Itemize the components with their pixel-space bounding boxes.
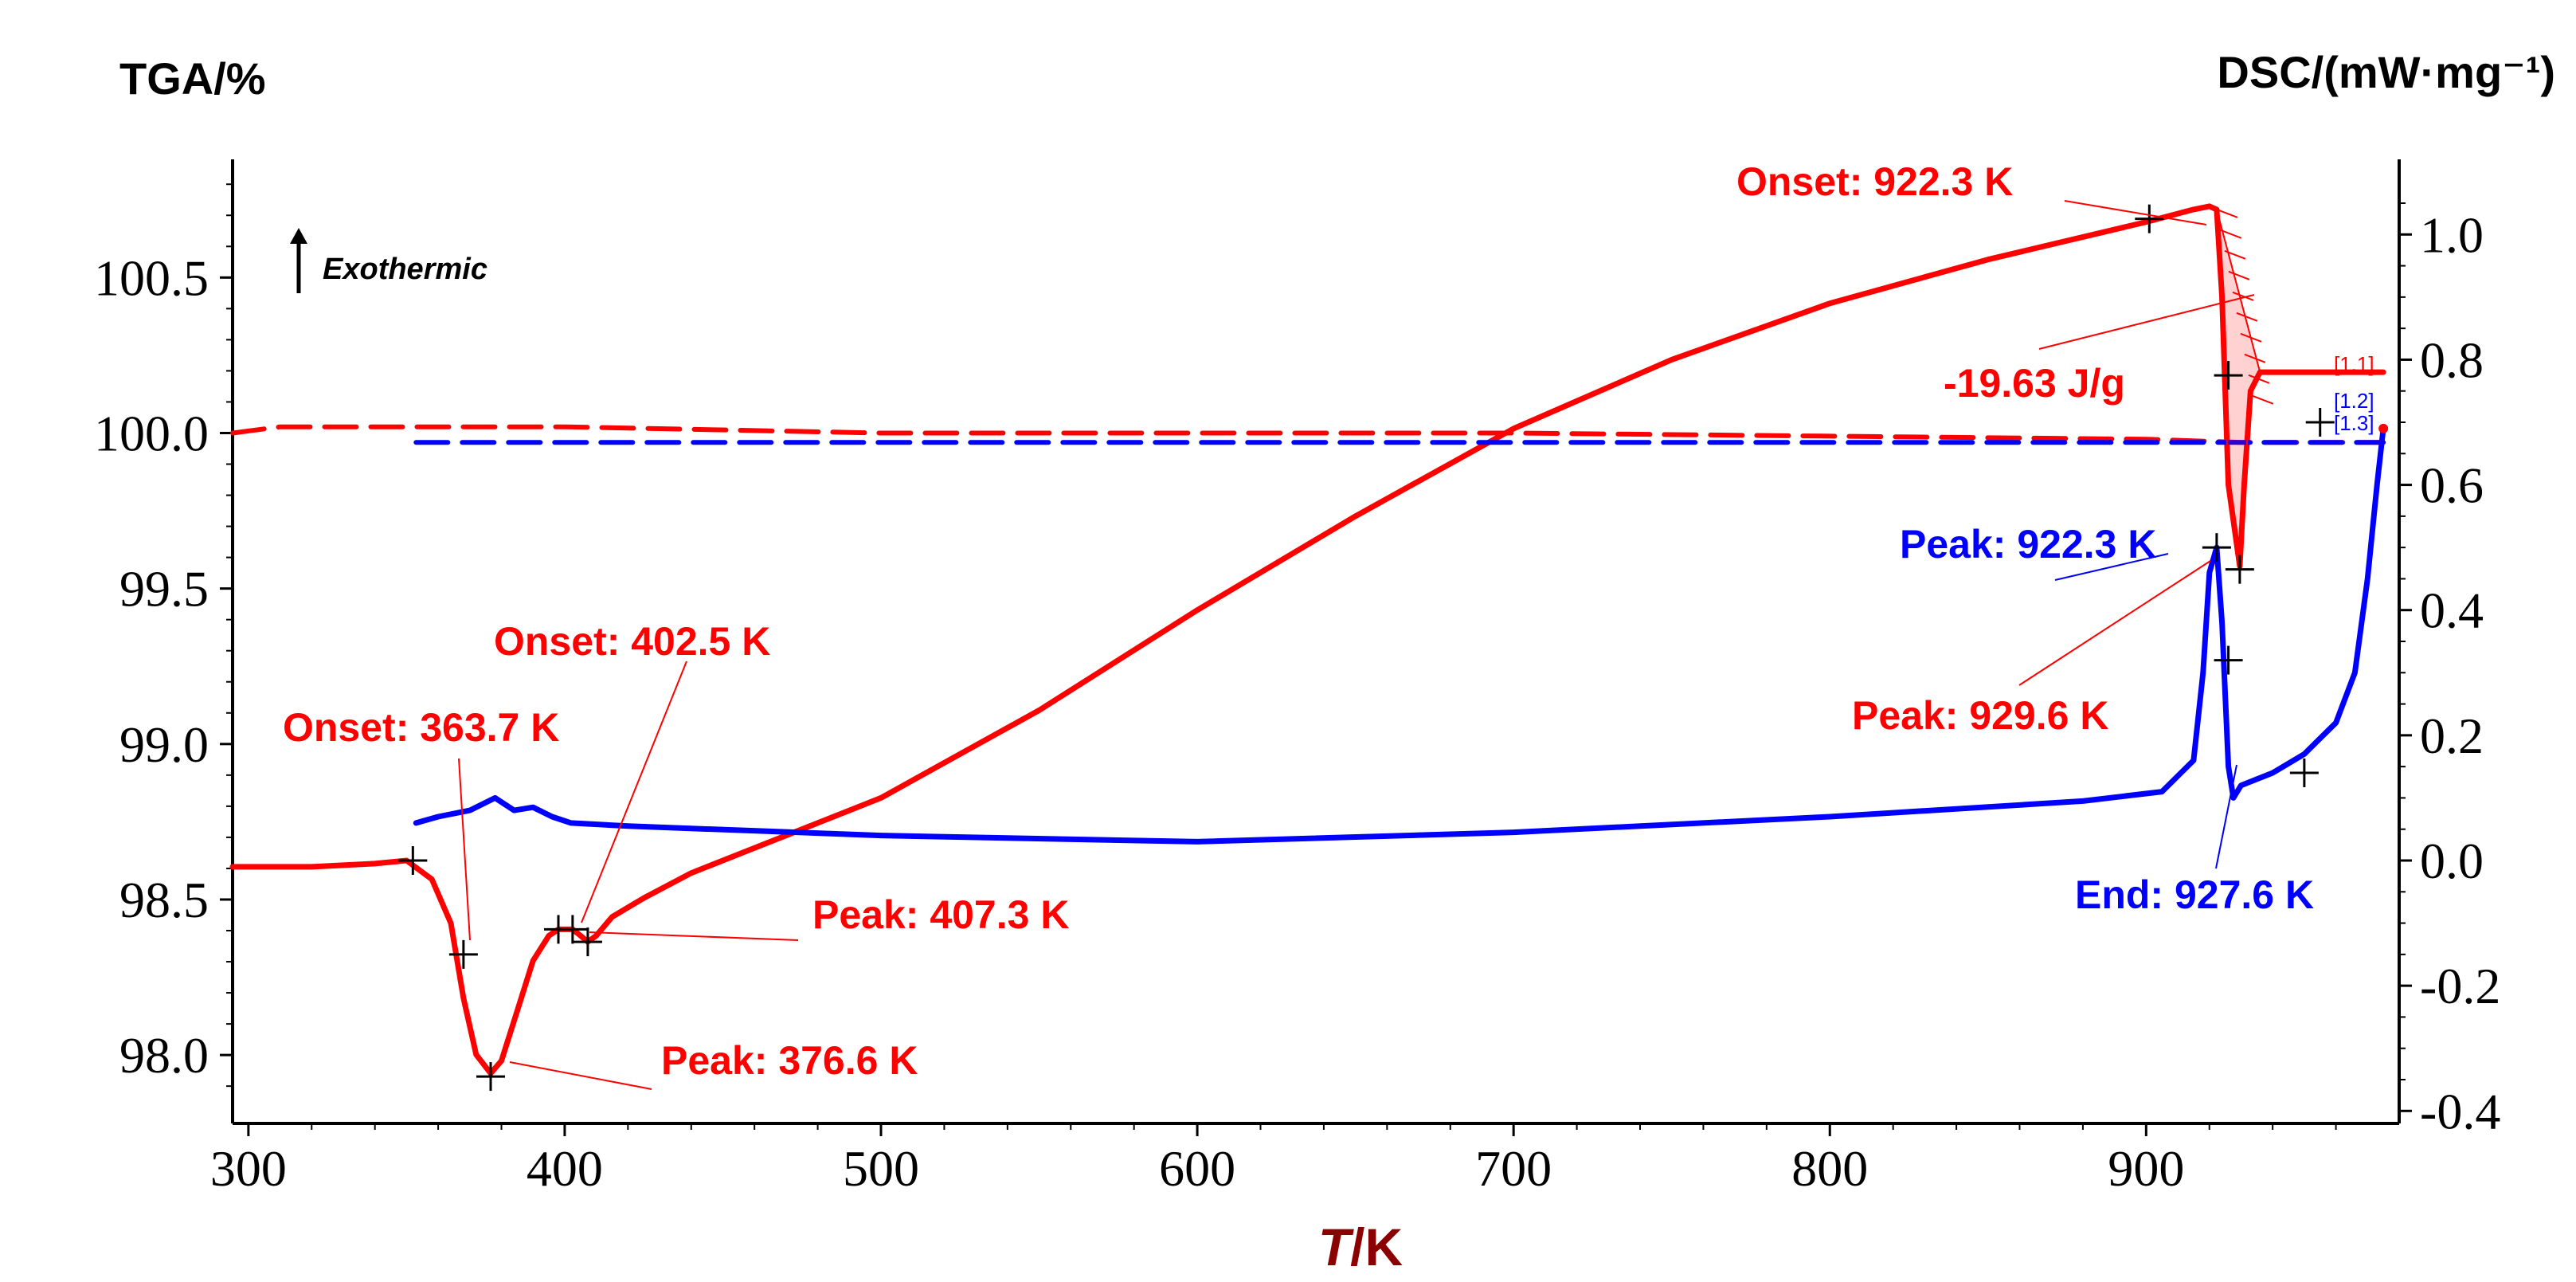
y-left-tick-label: 99.5: [119, 561, 209, 617]
cross-marker: [476, 1062, 506, 1092]
annotation-peak-929: Peak: 929.6 K: [1852, 693, 2108, 738]
x-axis-title-unit: /K: [1350, 1217, 1403, 1276]
leader-onset-402: [581, 661, 687, 923]
cross-marker: [398, 846, 428, 875]
x-axis-title: T/K: [1318, 1217, 1403, 1276]
annotation-peak-922-blue: Peak: 922.3 K: [1900, 522, 2156, 567]
annotation-onset-363: Onset: 363.7 K: [283, 705, 559, 750]
hatch-area: [2215, 209, 2261, 567]
y-right-axis-title: DSC/(mW·mg⁻¹): [2217, 47, 2555, 97]
hatch-line: [2252, 394, 2274, 405]
y-right-tick-label: 1.0: [2420, 206, 2484, 263]
x-tick-label: 600: [1159, 1140, 1235, 1197]
hatch-line: [2244, 353, 2266, 363]
annotation-peak-407: Peak: 407.3 K: [812, 892, 1069, 937]
small-label-1-1: [1.1]: [2334, 352, 2374, 376]
hatch-line: [2220, 229, 2242, 239]
cross-marker: [2214, 645, 2243, 675]
y-left-tick-label: 99.0: [119, 716, 209, 773]
x-tick-label: 500: [843, 1140, 919, 1197]
leader-peak-929: [2018, 560, 2211, 686]
x-tick-label: 800: [1791, 1140, 1868, 1197]
cross-marker: [448, 939, 478, 969]
y-left-tick-label: 98.5: [119, 872, 209, 928]
x-axis-title-symbol: T: [1318, 1217, 1354, 1276]
x-tick-label: 900: [2108, 1140, 2184, 1197]
leader-peak-376: [509, 1061, 652, 1090]
y-left-tick-label: 98.0: [119, 1027, 209, 1084]
leader-peak-922-blue: [2054, 553, 2169, 581]
y-right-tick-label: 0.8: [2420, 331, 2484, 388]
annotation-peak-376: Peak: 376.6 K: [661, 1038, 918, 1083]
exothermic-label: Exothermic: [323, 253, 487, 286]
leader-onset-363: [458, 758, 471, 941]
series-line-2: [230, 424, 2386, 445]
marker-layer: [398, 204, 2389, 1092]
y-right-tick-label: 0.2: [2420, 708, 2484, 764]
cross-marker: [2214, 361, 2243, 390]
y-right-tick-label: 0.4: [2420, 582, 2484, 639]
hatch-line: [2248, 374, 2270, 384]
cross-marker: [558, 915, 587, 944]
cross-marker: [2135, 204, 2164, 233]
annotation-onset-922: Onset: 922.3 K: [1736, 159, 2013, 204]
leader-end-927: [2215, 764, 2237, 869]
annotation-enthalpy: -19.63 J/g: [1944, 361, 2125, 406]
hatch-line: [2228, 270, 2250, 280]
leader-enthalpy: [2038, 294, 2255, 350]
y-left-axis-title: TGA/%: [119, 53, 266, 104]
y-left-tick-label: 100.5: [94, 249, 209, 306]
annotation-onset-402: Onset: 402.5 K: [494, 619, 770, 664]
arrow-head-icon: [290, 228, 307, 244]
small-label-1-2: [1.2]: [2334, 389, 2374, 413]
leader-peak-407: [589, 931, 799, 941]
y-right-tick-label: -0.2: [2420, 958, 2500, 1014]
annotation-leaders: [458, 200, 2255, 1090]
cross-marker: [2225, 555, 2254, 584]
hatch-line: [2240, 332, 2262, 343]
cross-marker: [573, 927, 602, 957]
cross-marker: [2305, 408, 2335, 437]
cross-marker: [2289, 759, 2319, 787]
end-dot: [2378, 423, 2389, 433]
hatch-line: [2232, 291, 2254, 301]
x-tick-label: 400: [527, 1140, 603, 1197]
y-right-tick-label: 0.6: [2420, 457, 2484, 514]
y-right-tick-label: -0.4: [2420, 1083, 2500, 1139]
hatch-line: [2236, 312, 2258, 322]
hatch-line: [2216, 208, 2238, 218]
annotation-end-927: End: 927.6 K: [2075, 872, 2314, 917]
leader-onset-922: [2064, 200, 2207, 225]
series-line-1: [413, 425, 2386, 845]
hatch-line: [2224, 249, 2246, 260]
integration-hatch: [2215, 208, 2274, 567]
x-tick-label: 700: [1475, 1140, 1552, 1197]
axis-tick-labels: 300 400 500 600 700 800 900 98.0 98.5 99.0 99.5 100…: [94, 206, 2500, 1197]
y-left-tick-label: 100.0: [94, 405, 209, 461]
y-right-tick-label: 0.0: [2420, 833, 2484, 889]
cross-marker: [2202, 533, 2231, 563]
small-label-1-3: [1.3]: [2334, 411, 2374, 435]
x-tick-label: 300: [210, 1140, 287, 1197]
exothermic-indicator: Exothermic: [290, 228, 487, 293]
